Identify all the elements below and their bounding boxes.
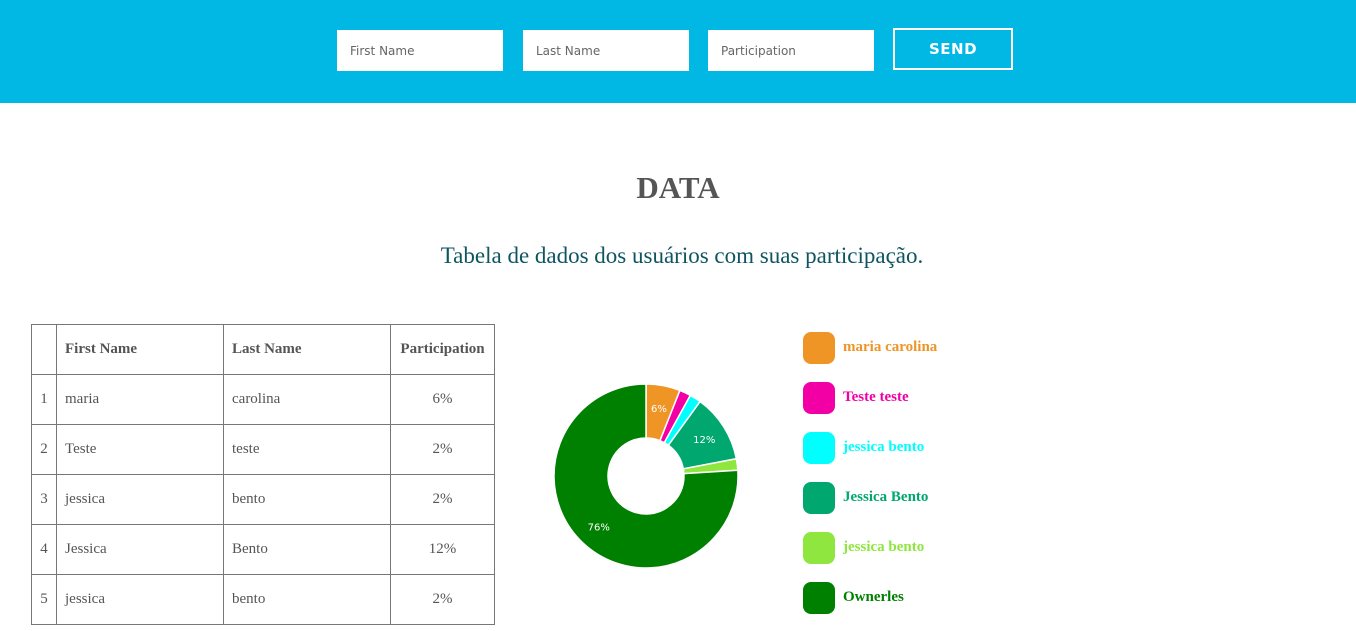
first-name-input[interactable] [337,30,503,71]
legend-label: jessica bento [843,439,925,455]
row-index: 2 [31,424,57,475]
table-row: 1 maria carolina 6% [31,374,495,425]
row-last-name: bento [223,474,391,525]
legend-swatch [803,532,835,564]
table-row: 5 jessica bento 2% [31,574,495,625]
send-button[interactable]: SEND [893,28,1013,70]
legend-label: maria carolina [843,339,938,355]
donut-data-label: 76% [588,522,610,533]
donut-data-label: 12% [693,435,715,446]
page-subtitle: Tabela de dados dos usuários com suas pa… [440,243,924,268]
row-last-name: carolina [223,374,391,425]
row-index: 3 [31,474,57,525]
row-last-name: teste [223,424,391,475]
legend-label: Teste teste [843,389,909,405]
legend-swatch [803,482,835,514]
table-row: 4 Jessica Bento 12% [31,524,495,575]
legend-item[interactable]: Ownerles [803,582,1103,614]
column-header-last-name: Last Name [223,324,391,375]
legend-label: jessica bento [843,539,925,555]
legend-swatch [803,382,835,414]
participation-donut-chart: 6% 12% 76% [553,383,739,569]
row-index: 4 [31,524,57,575]
top-bar: SEND [0,0,1356,103]
donut-slice[interactable] [553,383,739,569]
row-participation: 6% [390,374,495,425]
table-header-row: First Name Last Name Participation [31,324,495,375]
row-first-name: Jessica [56,524,224,575]
row-participation: 2% [390,474,495,525]
legend-item[interactable]: jessica bento [803,532,1103,564]
participation-table: First Name Last Name Participation 1 mar… [31,324,495,625]
row-participation: 2% [390,424,495,475]
column-header-index [31,324,57,375]
legend-item[interactable]: Teste teste [803,382,1103,414]
participation-input[interactable] [708,30,874,71]
donut-data-label: 6% [651,404,667,415]
row-last-name: bento [223,574,391,625]
legend-item[interactable]: Jessica Bento [803,482,1103,514]
row-index: 1 [31,374,57,425]
legend-item[interactable]: jessica bento [803,432,1103,464]
column-header-participation: Participation [390,324,495,375]
row-participation: 2% [390,574,495,625]
legend-swatch [803,332,835,364]
row-index: 5 [31,574,57,625]
column-header-first-name: First Name [56,324,224,375]
row-participation: 12% [390,524,495,575]
legend-label: Jessica Bento [843,489,929,505]
legend-label: Ownerles [843,589,904,605]
last-name-input[interactable] [523,30,689,71]
page-title: DATA [636,170,720,205]
row-last-name: Bento [223,524,391,575]
table-row: 2 Teste teste 2% [31,424,495,475]
row-first-name: maria [56,374,224,425]
table-row: 3 jessica bento 2% [31,474,495,525]
row-first-name: jessica [56,474,224,525]
row-first-name: Teste [56,424,224,475]
legend-swatch [803,582,835,614]
legend-swatch [803,432,835,464]
row-first-name: jessica [56,574,224,625]
legend-item[interactable]: maria carolina [803,332,1103,364]
